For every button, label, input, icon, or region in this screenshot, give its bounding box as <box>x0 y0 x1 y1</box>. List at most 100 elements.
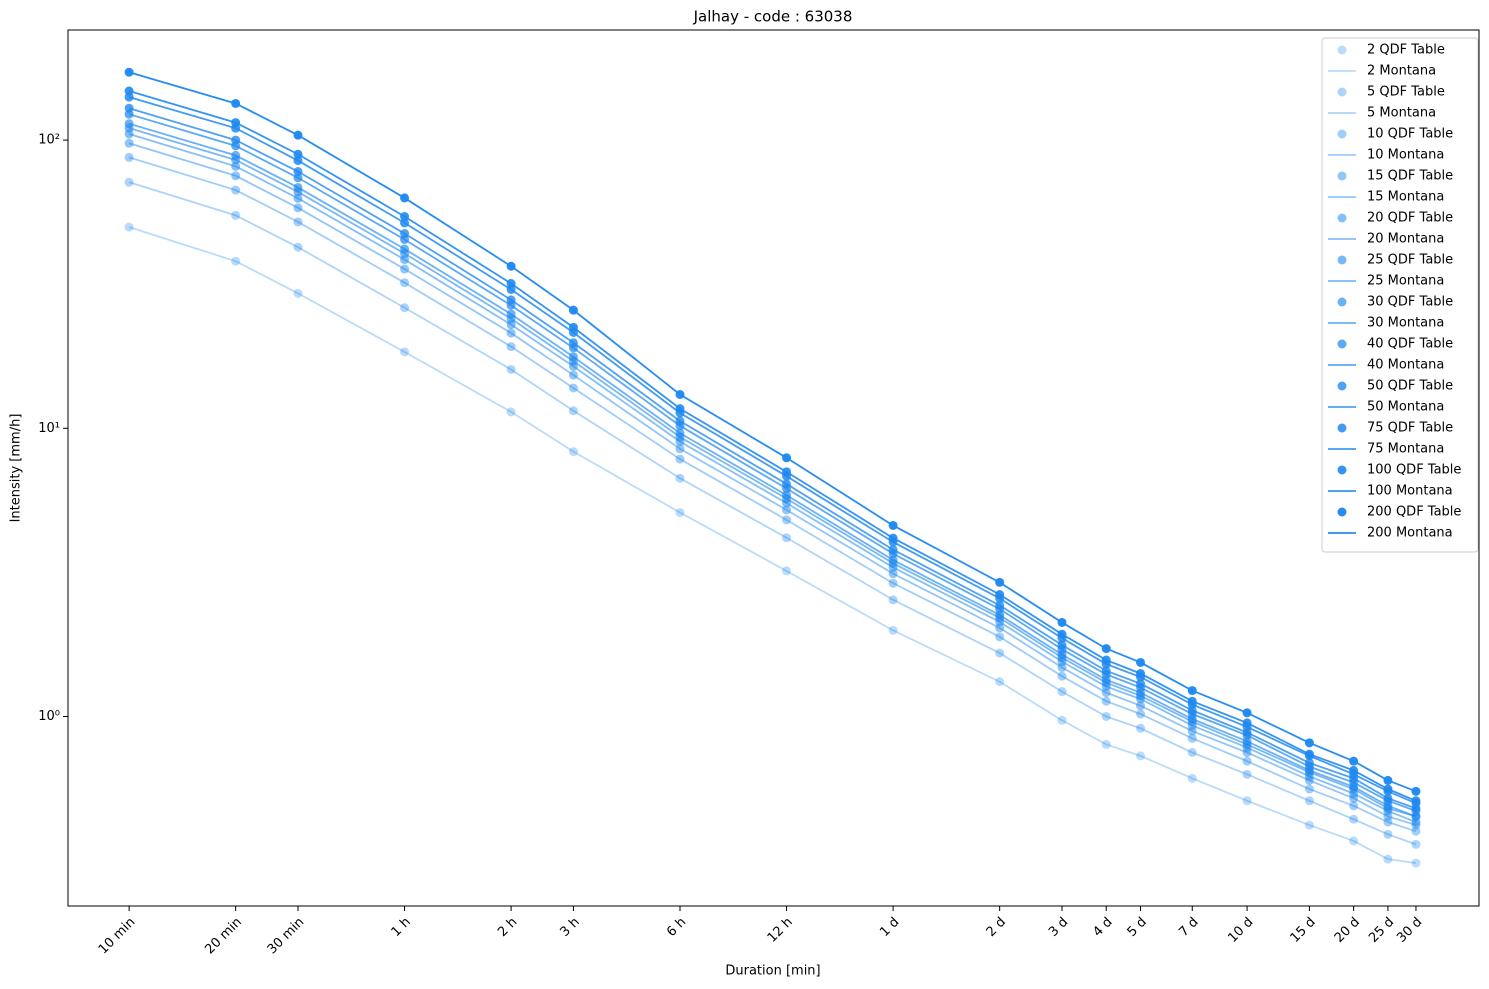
data-point <box>888 569 898 579</box>
data-point <box>231 256 241 266</box>
y-tick-label: 10⁰ <box>38 709 60 724</box>
legend-label: 15 Montana <box>1367 190 1444 205</box>
data-point <box>888 625 898 635</box>
data-point <box>675 444 685 454</box>
data-point <box>1187 773 1197 783</box>
data-point <box>1136 723 1146 733</box>
legend-label: 15 QDF Table <box>1367 169 1453 184</box>
legend-marker <box>1337 465 1347 475</box>
data-point <box>400 278 410 288</box>
data-point <box>506 364 516 374</box>
data-point <box>400 264 410 274</box>
data-point <box>1411 839 1421 849</box>
legend-label: 25 QDF Table <box>1367 253 1453 268</box>
legend-label: 100 QDF Table <box>1367 463 1461 478</box>
data-point <box>1101 711 1111 721</box>
legend-marker <box>1337 381 1347 391</box>
legend-marker <box>1337 87 1347 97</box>
legend-marker <box>1337 129 1347 139</box>
data-point <box>1136 751 1146 761</box>
data-point <box>1304 796 1314 806</box>
data-point <box>1136 701 1146 711</box>
data-point <box>568 370 578 380</box>
data-point <box>995 677 1005 687</box>
data-point <box>293 217 303 227</box>
data-point <box>1242 756 1252 766</box>
legend-label: 200 QDF Table <box>1367 505 1461 520</box>
data-point <box>675 454 685 464</box>
data-point <box>675 473 685 483</box>
data-point <box>782 515 792 525</box>
legend-label: 10 QDF Table <box>1367 127 1453 142</box>
data-point <box>1411 858 1421 868</box>
data-point <box>888 578 898 588</box>
data-point <box>782 505 792 515</box>
data-point <box>506 407 516 417</box>
data-point <box>1383 854 1393 864</box>
legend-marker <box>1337 297 1347 307</box>
legend-label: 2 Montana <box>1367 64 1436 79</box>
data-point <box>1242 769 1252 779</box>
data-point <box>124 103 134 113</box>
chart-title: Jalhay - code : 63038 <box>693 8 853 26</box>
data-point <box>293 242 303 252</box>
legend-label: 40 Montana <box>1367 358 1444 373</box>
data-point <box>124 67 134 77</box>
data-point <box>568 447 578 457</box>
legend-label: 100 Montana <box>1367 484 1453 499</box>
y-tick-label: 10² <box>38 133 60 148</box>
legend-label: 50 QDF Table <box>1367 379 1453 394</box>
legend-box <box>1321 37 1479 553</box>
data-point <box>124 222 134 232</box>
series-line <box>128 107 1417 810</box>
y-axis-label: Intensity [mm/h] <box>9 414 24 523</box>
data-point <box>1383 829 1393 839</box>
data-point <box>1101 696 1111 706</box>
legend-label: 200 Montana <box>1367 526 1453 541</box>
data-point <box>124 177 134 187</box>
data-point <box>231 210 241 220</box>
data-point <box>124 152 134 162</box>
data-point <box>1057 671 1067 681</box>
data-point <box>506 328 516 338</box>
legend-label: 20 Montana <box>1367 232 1444 247</box>
legend-label: 5 Montana <box>1367 106 1436 121</box>
series-line <box>128 156 1417 833</box>
data-point <box>231 185 241 195</box>
data-point <box>1383 817 1393 827</box>
data-point <box>1136 709 1146 719</box>
data-point <box>568 406 578 416</box>
data-point <box>1057 715 1067 725</box>
data-point <box>1349 836 1359 846</box>
data-point <box>1411 826 1421 836</box>
series-line <box>128 181 1417 846</box>
legend-label: 50 Montana <box>1367 400 1444 415</box>
legend-marker <box>1337 45 1347 55</box>
legend-label: 10 Montana <box>1367 148 1444 163</box>
data-point <box>124 119 134 129</box>
data-point <box>995 632 1005 642</box>
y-tick-label: 10¹ <box>38 421 60 436</box>
data-point <box>1187 747 1197 757</box>
data-point <box>1349 801 1359 811</box>
data-point <box>231 171 241 181</box>
legend-label: 25 Montana <box>1367 274 1444 289</box>
data-point <box>1349 814 1359 824</box>
data-point <box>1057 687 1067 697</box>
data-point <box>888 595 898 605</box>
data-point <box>1101 739 1111 749</box>
legend-label: 30 QDF Table <box>1367 295 1453 310</box>
data-point <box>1304 820 1314 830</box>
legend-label: 2 QDF Table <box>1367 43 1445 58</box>
data-point <box>1187 733 1197 743</box>
data-point <box>782 533 792 543</box>
legend-label: 75 QDF Table <box>1367 421 1453 436</box>
series-line <box>128 71 1417 793</box>
data-point <box>782 566 792 576</box>
legend-label: 75 Montana <box>1367 442 1444 457</box>
legend-label: 20 QDF Table <box>1367 211 1453 226</box>
data-point <box>400 347 410 357</box>
data-point <box>293 203 303 213</box>
